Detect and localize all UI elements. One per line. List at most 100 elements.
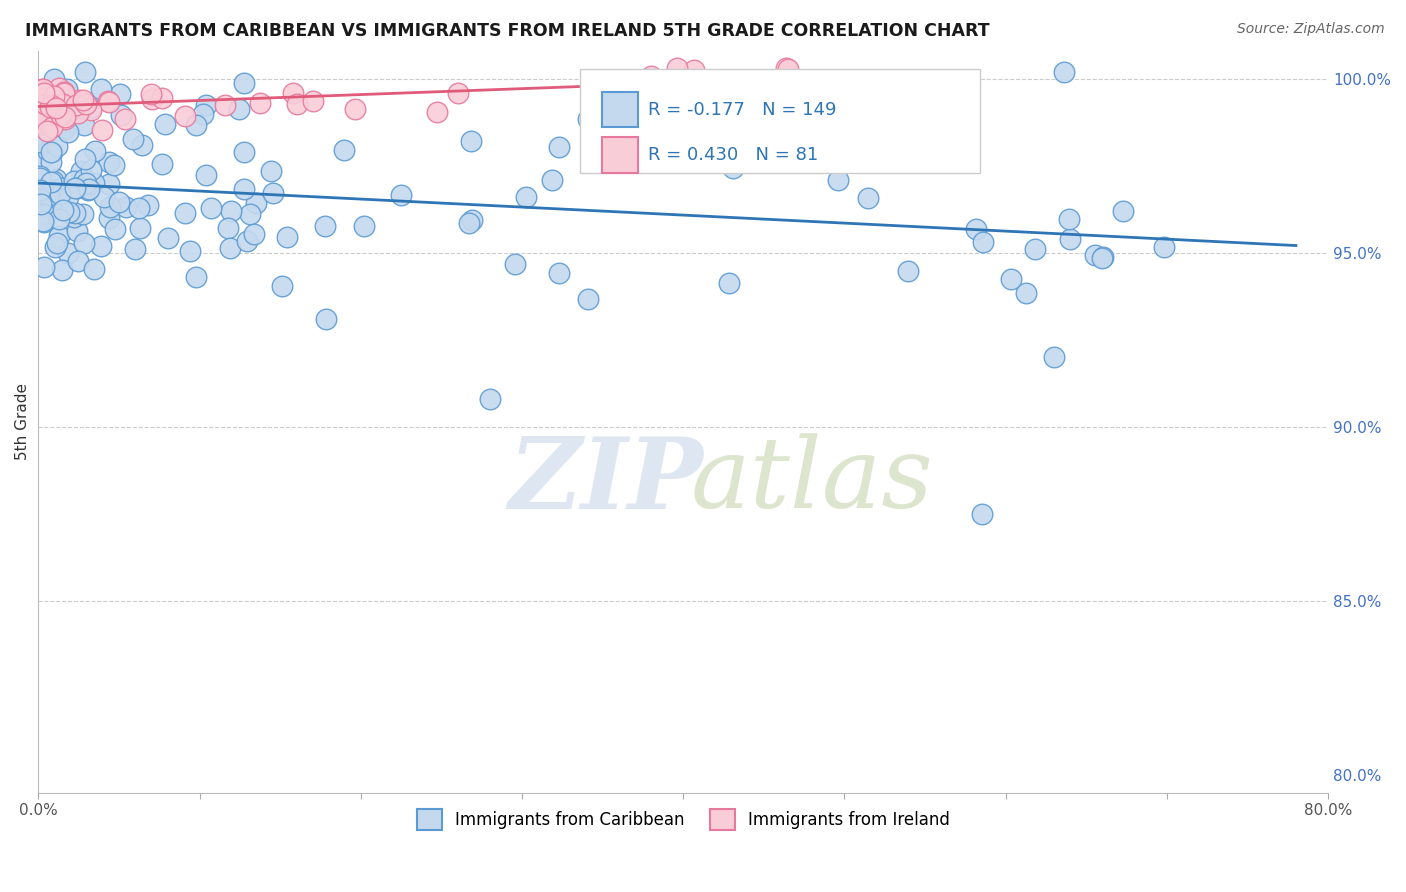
Point: [184, 118, 207, 132]
Point: [460, 213, 482, 227]
Point: [45, 101, 67, 115]
Point: [98, 154, 121, 169]
Point: [48, 229, 70, 244]
Point: [1091, 251, 1114, 265]
Point: [32, 150, 55, 164]
Point: [46, 108, 69, 122]
Point: [28, 91, 51, 105]
Point: [260, 164, 283, 178]
Point: [195, 98, 218, 112]
Point: [302, 94, 325, 108]
Point: [186, 270, 208, 285]
Point: [576, 112, 599, 126]
Point: [217, 220, 239, 235]
Point: [63, 205, 86, 219]
Point: [41, 120, 63, 134]
Point: [37, 144, 59, 158]
Point: [970, 507, 993, 521]
Point: [856, 190, 879, 204]
Point: [1024, 243, 1046, 257]
Point: [128, 202, 150, 216]
Point: [48, 211, 70, 226]
Point: [110, 87, 132, 102]
Point: [42, 72, 65, 87]
Point: [541, 173, 564, 187]
Point: [34, 91, 56, 105]
Point: [315, 311, 337, 326]
Point: [55, 103, 77, 117]
Point: [72, 207, 94, 221]
Point: [31, 95, 53, 110]
Point: [83, 145, 105, 159]
Point: [32, 82, 55, 96]
Point: [28, 114, 51, 128]
Point: [31, 103, 53, 117]
Point: [1014, 285, 1036, 300]
Point: [44, 240, 66, 254]
Point: [243, 227, 266, 242]
Point: [83, 176, 105, 190]
Point: [45, 171, 67, 186]
Text: R = -0.177   N = 149: R = -0.177 N = 149: [648, 101, 837, 119]
Point: [51, 97, 73, 112]
Point: [39, 175, 62, 189]
Point: [53, 112, 76, 126]
Point: [1084, 248, 1107, 262]
Point: [51, 95, 73, 109]
Point: [1153, 240, 1175, 254]
Point: [150, 157, 173, 171]
Point: [37, 124, 59, 138]
Point: [723, 161, 745, 175]
Point: [548, 266, 571, 280]
Point: [153, 117, 176, 131]
Point: [39, 201, 62, 215]
Point: [30, 109, 52, 123]
Point: [41, 96, 63, 111]
Point: [39, 97, 62, 112]
Point: [31, 206, 53, 220]
Point: [478, 392, 501, 406]
Bar: [602, 92, 638, 128]
Point: [897, 264, 920, 278]
Point: [1112, 204, 1135, 219]
Point: [28, 96, 51, 111]
Legend: Immigrants from Caribbean, Immigrants from Ireland: Immigrants from Caribbean, Immigrants fr…: [411, 803, 956, 837]
Point: [965, 221, 987, 235]
Point: [28, 169, 51, 183]
Point: [682, 62, 704, 77]
Point: [665, 61, 688, 75]
Point: [457, 216, 479, 230]
Point: [42, 108, 65, 122]
Point: [70, 164, 93, 178]
Point: [576, 292, 599, 306]
Point: [121, 132, 143, 146]
Point: [73, 152, 96, 166]
Point: [38, 187, 60, 202]
Point: [214, 98, 236, 112]
Point: [710, 73, 733, 87]
Point: [30, 128, 52, 142]
Point: [28, 183, 51, 197]
Point: [28, 89, 51, 103]
Point: [191, 107, 214, 121]
Point: [34, 84, 56, 98]
Point: [39, 93, 62, 107]
Point: [56, 82, 79, 96]
Point: [41, 145, 63, 159]
Text: ZIP: ZIP: [509, 433, 703, 529]
Point: [718, 277, 741, 291]
Point: [28, 112, 51, 126]
Point: [194, 168, 217, 182]
Point: [58, 190, 80, 204]
Point: [48, 81, 70, 95]
Point: [129, 220, 152, 235]
FancyBboxPatch shape: [581, 70, 980, 173]
Point: [353, 219, 375, 234]
Point: [49, 180, 72, 194]
Point: [42, 110, 65, 124]
Point: [70, 101, 93, 115]
Bar: [602, 137, 638, 173]
Point: [141, 87, 163, 102]
Point: [45, 139, 67, 153]
Point: [34, 87, 56, 101]
